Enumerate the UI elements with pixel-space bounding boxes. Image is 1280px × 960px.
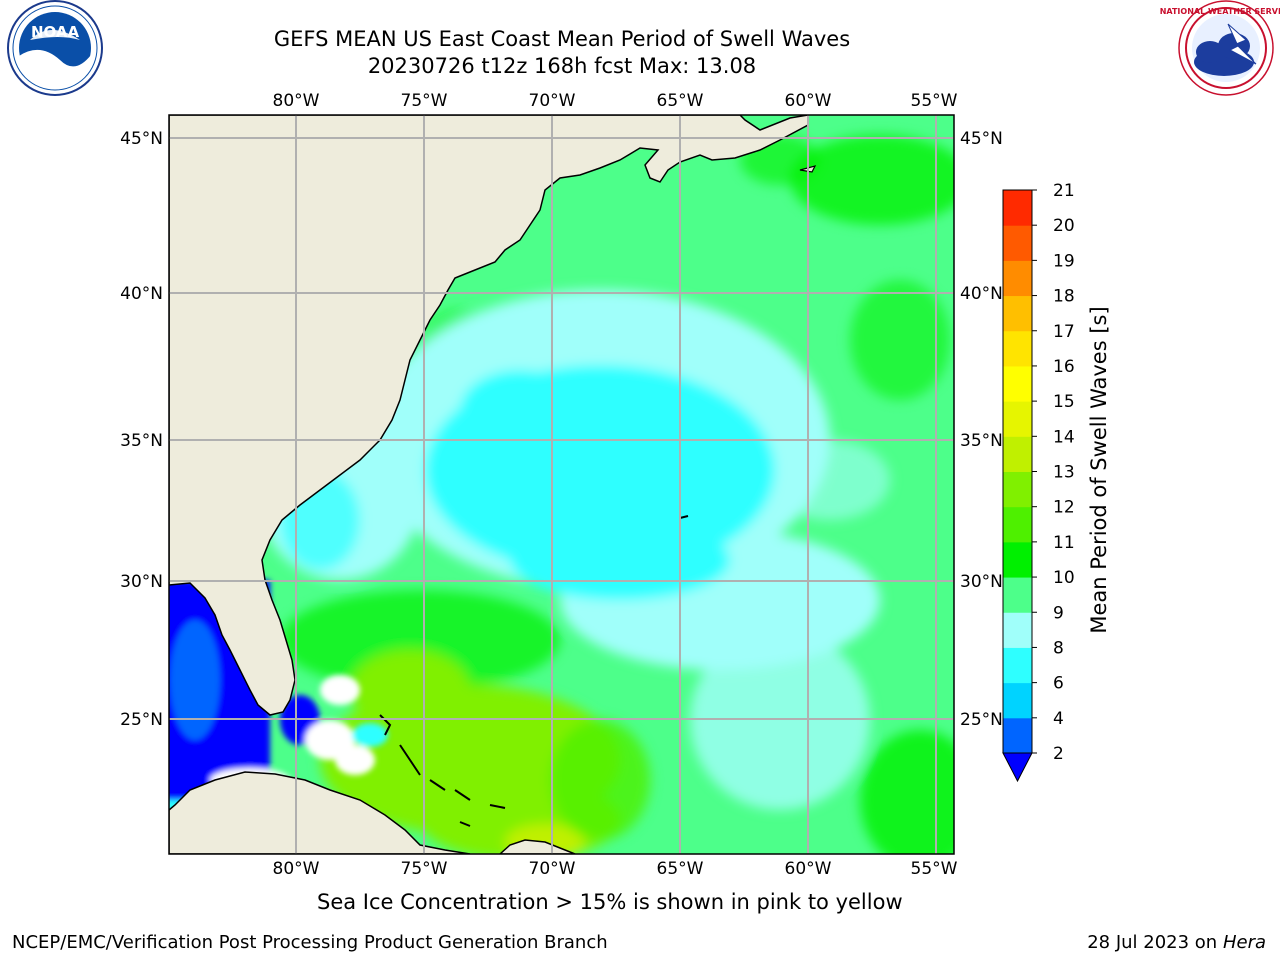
- colorbar-tick-label: 19: [1053, 251, 1075, 271]
- colorbar-swatch: [1003, 471, 1032, 508]
- graticule: [169, 115, 954, 854]
- colorbar-swatch: [1003, 365, 1032, 402]
- colorbar-tick-label: 20: [1053, 216, 1075, 236]
- colorbar-swatch: [1003, 330, 1032, 367]
- credit-host: Hera: [1222, 932, 1266, 953]
- colorbar-swatch: [1003, 436, 1032, 472]
- lon-tick: 80°W: [273, 859, 320, 879]
- lat-tick: 30°N: [120, 572, 163, 592]
- land-north-america: [169, 115, 809, 716]
- land-cuba: [169, 771, 471, 854]
- colorbar-tick-label: 4: [1053, 709, 1064, 729]
- colorbar-swatch: [1003, 260, 1032, 297]
- lat-tick: 35°N: [120, 431, 163, 451]
- credit-date-host: 28 Jul 2023 on Hera: [1087, 932, 1266, 953]
- colorbar-swatch: [1003, 647, 1032, 684]
- colorbar-swatch: [1003, 717, 1032, 754]
- lon-tick: 75°W: [401, 859, 448, 879]
- chart-subtitle: 20230726 t12z 168h fcst Max: 13.08: [367, 54, 757, 78]
- lat-tick: 40°N: [120, 284, 163, 304]
- colorbar: 2 4 6 8 9 10 11 12 13 14 15 16 17 18 19 20 21: [1002, 181, 1075, 783]
- colorbar-tick-label: 18: [1053, 287, 1075, 307]
- lat-tick: 40°N: [960, 284, 1003, 304]
- lat-ticks-left: 45°N 40°N 35°N 30°N 25°N: [120, 129, 163, 730]
- credit-date: 28 Jul 2023 on: [1087, 932, 1218, 953]
- land-hispaniola: [498, 839, 576, 854]
- colorbar-tick-label: 15: [1053, 392, 1075, 412]
- lat-tick: 45°N: [960, 129, 1003, 149]
- colorbar-tick-label: 21: [1053, 181, 1075, 201]
- colorbar-under-arrow: [1002, 752, 1033, 783]
- svg-text:NATIONAL WEATHER SERVICE: NATIONAL WEATHER SERVICE: [1160, 7, 1280, 16]
- colorbar-tick-label: 6: [1053, 674, 1064, 694]
- lat-tick: 30°N: [960, 572, 1003, 592]
- lat-tick: 25°N: [120, 710, 163, 730]
- noaa-logo-text: NOAA: [31, 23, 80, 41]
- colorbar-tick-label: 2: [1053, 744, 1064, 764]
- colorbar-swatch: [1003, 225, 1032, 261]
- colorbar-swatch: [1003, 577, 1032, 613]
- lon-tick: 60°W: [785, 91, 832, 111]
- colorbar-swatch: [1003, 506, 1032, 543]
- lat-tick: 35°N: [960, 431, 1003, 451]
- noaa-logo: NOAA: [7, 0, 103, 96]
- lon-tick: 65°W: [657, 91, 704, 111]
- colorbar-tick-label: 8: [1053, 638, 1064, 658]
- lat-tick: 25°N: [960, 710, 1003, 730]
- colorbar-tick-label: 13: [1053, 463, 1075, 483]
- colorbar-tick-label: 17: [1053, 322, 1075, 342]
- nws-logo: NATIONAL WEATHER SERVICE: [1160, 0, 1280, 96]
- colorbar-tick-label: 9: [1053, 603, 1064, 623]
- lon-tick: 60°W: [785, 859, 832, 879]
- colorbar-tick-label: 11: [1053, 533, 1075, 553]
- colorbar-swatch: [1003, 682, 1032, 719]
- colorbar-swatch: [1003, 401, 1032, 437]
- lon-ticks-top: 80°W 75°W 70°W 65°W 60°W 55°W: [273, 91, 958, 111]
- lon-tick: 65°W: [657, 859, 704, 879]
- lat-tick: 45°N: [120, 129, 163, 149]
- lon-ticks-bottom: 80°W 75°W 70°W 65°W 60°W 55°W: [273, 859, 958, 879]
- credit-organization: NCEP/EMC/Verification Post Processing Pr…: [12, 932, 608, 953]
- lon-tick: 70°W: [529, 91, 576, 111]
- colorbar-swatch: [1003, 190, 1032, 226]
- map-area: [169, 115, 954, 854]
- lon-tick: 80°W: [273, 91, 320, 111]
- colorbar-tick-label: 16: [1053, 357, 1075, 377]
- lon-tick: 55°W: [911, 859, 958, 879]
- chart-title: GEFS MEAN US East Coast Mean Period of S…: [273, 27, 851, 51]
- colorbar-tick-label: 14: [1053, 427, 1075, 447]
- lat-ticks-right: 45°N 40°N 35°N 30°N 25°N: [960, 129, 1003, 730]
- lon-tick: 55°W: [911, 91, 958, 111]
- colorbar-tick-label: 10: [1053, 568, 1075, 588]
- colorbar-tick-label: 12: [1053, 498, 1075, 518]
- map-frame: [168, 114, 955, 855]
- lon-tick: 75°W: [401, 91, 448, 111]
- lon-tick: 70°W: [529, 859, 576, 879]
- colorbar-swatch: [1003, 612, 1032, 648]
- colorbar-swatch: [1003, 295, 1032, 332]
- colorbar-label: Mean Period of Swell Waves [s]: [1087, 306, 1111, 633]
- colorbar-swatch: [1003, 541, 1032, 578]
